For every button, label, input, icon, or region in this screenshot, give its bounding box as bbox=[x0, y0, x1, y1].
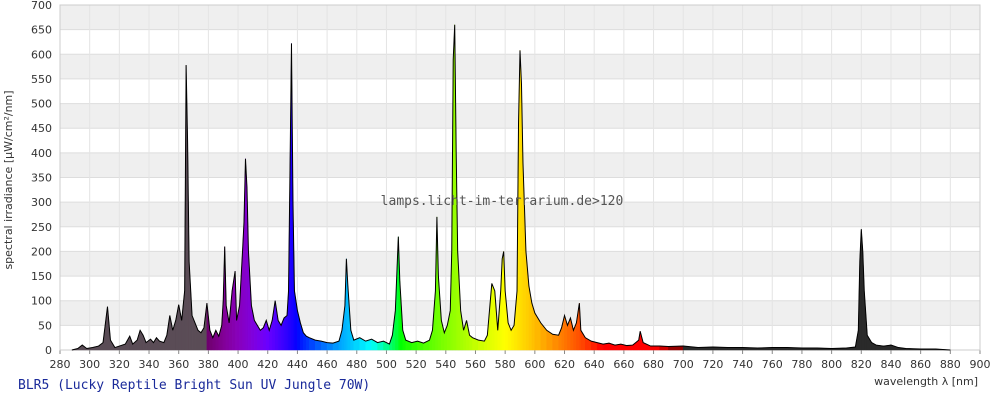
spectrum-segment bbox=[632, 339, 639, 351]
y-tick-label: 500 bbox=[31, 98, 52, 111]
y-tick-label: 450 bbox=[31, 122, 52, 135]
x-tick-label: 400 bbox=[228, 358, 249, 371]
x-tick-label: 800 bbox=[821, 358, 842, 371]
spectrum-segment bbox=[866, 334, 872, 351]
watermark: lamps.licht-im-terrarium.de>120 bbox=[381, 194, 624, 209]
x-tick-label: 640 bbox=[584, 358, 605, 371]
y-tick-label: 600 bbox=[31, 48, 52, 61]
x-tick-label: 540 bbox=[435, 358, 456, 371]
y-tick-label: 650 bbox=[31, 24, 52, 37]
x-tick-label: 840 bbox=[880, 358, 901, 371]
x-tick-label: 420 bbox=[257, 358, 278, 371]
x-tick-label: 360 bbox=[168, 358, 189, 371]
x-tick-label: 760 bbox=[762, 358, 783, 371]
x-tick-label: 380 bbox=[198, 358, 219, 371]
x-tick-label: 300 bbox=[79, 358, 100, 371]
spectrum-segment bbox=[491, 283, 496, 351]
y-tick-label: 250 bbox=[31, 221, 52, 234]
x-tick-label: 600 bbox=[524, 358, 545, 371]
x-tick-label: 820 bbox=[851, 358, 872, 371]
x-tick-label: 460 bbox=[317, 358, 338, 371]
spectrum-segment bbox=[642, 342, 651, 351]
spectrum-segment bbox=[306, 335, 310, 351]
x-tick-label: 780 bbox=[791, 358, 812, 371]
x-tick-label: 620 bbox=[554, 358, 575, 371]
y-tick-label: 700 bbox=[31, 0, 52, 12]
x-tick-label: 740 bbox=[732, 358, 753, 371]
spectrum-segment bbox=[260, 327, 264, 351]
y-tick-label: 0 bbox=[45, 344, 52, 357]
x-tick-label: 560 bbox=[465, 358, 486, 371]
x-tick-label: 580 bbox=[495, 358, 516, 371]
spectrum-segment bbox=[283, 314, 288, 351]
spectrum-segment bbox=[552, 333, 559, 351]
x-tick-label: 280 bbox=[50, 358, 71, 371]
y-axis-label: spectral irradiance [µW/cm²/nm] bbox=[2, 90, 15, 269]
y-tick-label: 200 bbox=[31, 245, 52, 258]
spectrum-segment bbox=[650, 345, 660, 351]
x-tick-label: 320 bbox=[109, 358, 130, 371]
x-tick-label: 520 bbox=[406, 358, 427, 371]
y-tick-label: 550 bbox=[31, 73, 52, 86]
x-tick-label: 860 bbox=[910, 358, 931, 371]
x-axis-label: wavelength λ [nm] bbox=[874, 375, 978, 388]
x-tick-label: 480 bbox=[346, 358, 367, 371]
spectrum-segment bbox=[326, 342, 334, 351]
spectrum-segment bbox=[314, 339, 322, 351]
y-tick-label: 350 bbox=[31, 172, 52, 185]
x-tick-label: 340 bbox=[139, 358, 160, 371]
x-tick-label: 880 bbox=[940, 358, 961, 371]
spectrum-segment bbox=[478, 339, 485, 351]
y-tick-label: 50 bbox=[38, 319, 52, 332]
spectrum-line bbox=[71, 24, 951, 351]
y-tick-label: 150 bbox=[31, 270, 52, 283]
chart-title: BLR5 (Lucky Reptile Bright Sun UV Jungle… bbox=[18, 378, 370, 393]
x-tick-label: 680 bbox=[643, 358, 664, 371]
spectrum-segment bbox=[197, 329, 202, 351]
y-tick-label: 300 bbox=[31, 196, 52, 209]
x-tick-label: 900 bbox=[970, 358, 991, 371]
x-tick-label: 660 bbox=[613, 358, 634, 371]
x-tick-label: 500 bbox=[376, 358, 397, 371]
y-tick-label: 400 bbox=[31, 147, 52, 160]
x-tick-label: 440 bbox=[287, 358, 308, 371]
grid-band bbox=[60, 5, 980, 30]
x-tick-label: 720 bbox=[702, 358, 723, 371]
y-tick-label: 100 bbox=[31, 295, 52, 308]
x-tick-label: 700 bbox=[673, 358, 694, 371]
